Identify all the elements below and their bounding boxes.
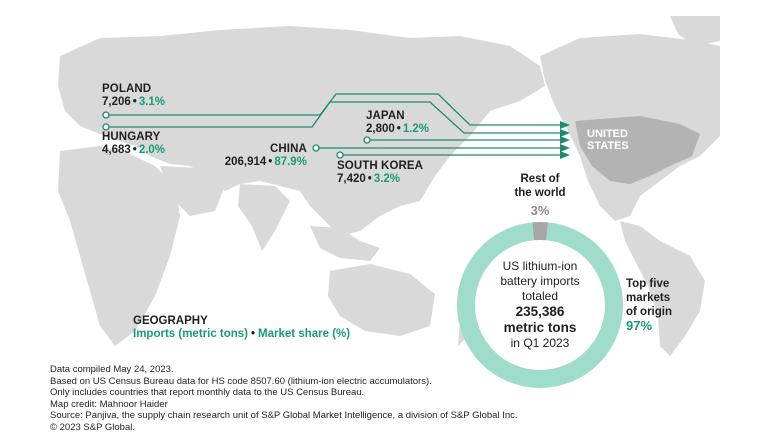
share-value-japan: 1.2% [402,123,430,135]
donut-line1: US lithium-ion [502,259,578,273]
top-five-pct: 97% [626,318,653,333]
footnote-scope: Only includes countries that report mont… [50,387,365,399]
legend-subtitle: Imports (metric tons) • Market share (%) [133,328,350,341]
country-name-south-korea: SOUTH KOREA [337,160,424,172]
arrowhead-south-korea [560,151,570,159]
flow-arrowheads [560,121,570,159]
separator-dot: • [251,328,256,340]
country-stats-poland: 7,206 • 3.1% [102,96,165,109]
origin-marker-japan [363,136,371,144]
imports-value-china: 206,914 [224,156,267,168]
eurasia-landmass [58,26,545,236]
south-america-landmass [620,221,705,356]
separator-dot: • [132,144,137,156]
footnotes: Data compiled May 24, 2023. Based on US … [50,364,518,434]
donut-center-text: US lithium-ion battery imports totaled 2… [474,259,606,351]
world-map [40,16,720,366]
origin-marker-south-korea [336,151,344,159]
origin-marker-china [312,144,320,152]
country-stats-south-korea: 7,420 • 3.2% [337,173,423,186]
footnote-source: Source: Panjiva, the supply chain resear… [50,410,518,422]
country-stats-china: 206,914 • 87.9% [220,156,307,169]
country-stats-japan: 2,800 • 1.2% [366,123,429,136]
share-value-hungary: 2.0% [138,144,166,156]
origin-label-hungary: HUNGARY 4,683 • 2.0% [102,131,165,157]
world-map-svg [58,16,720,356]
separator-dot: • [367,173,372,185]
map-legend: GEOGRAPHY Imports (metric tons) • Market s… [133,315,350,341]
japan-landmass [378,128,398,166]
rest-label-line2: the world [514,187,566,199]
arrowhead-japan [560,136,570,144]
imports-value-hungary: 4,683 [102,144,131,156]
donut-segment-top-five [457,222,623,388]
origin-label-poland: POLAND 7,206 • 3.1% [102,83,165,109]
arrowhead-poland [560,121,570,129]
legend-imports-label: Imports (metric tons) [133,328,249,340]
top-label-line3: of origin [626,306,672,318]
donut-period: in Q1 2023 [510,336,570,350]
rest-of-world-pct: 3% [530,203,550,218]
rest-of-world-label: Rest of the world 3% [500,172,580,218]
united-states-landmass [575,116,700,184]
share-value-poland: 3.1% [138,96,166,108]
share-value-china: 87.9% [274,156,307,168]
country-name-japan: JAPAN [366,110,405,122]
africa-landmass [58,146,180,346]
rest-label-line1: Rest of [520,173,560,185]
donut-total-value: 235,386 [515,304,565,319]
origin-label-japan: JAPAN 2,800 • 1.2% [366,110,429,136]
united-states-label-line1: UNITED [587,128,628,140]
country-name-china: CHINA [270,143,307,155]
donut-line3: totaled [521,289,559,303]
southeast-asia-islands [310,226,380,261]
top-label-line1: Top five [626,278,670,290]
legend-title: GEOGRAPHY [133,315,208,327]
separator-dot: • [132,96,137,108]
origin-marker-hungary [102,123,110,131]
origin-markers [102,111,371,159]
flow-line-poland [106,93,560,126]
separator-dot: • [396,123,401,135]
flow-line-hungary [106,101,560,134]
footnote-hs-code: Based on US Census Bureau data for HS co… [50,375,432,387]
imports-value-japan: 2,800 [366,123,395,135]
united-states-label: UNITED STATES [587,128,629,152]
top-five-label: Top five markets of origin 97% [626,277,672,333]
greenland-landmass [670,16,720,46]
origin-label-china: CHINA 206,914 • 87.9% [220,143,307,169]
arrowhead-china [560,144,570,152]
imports-value-poland: 7,206 [102,96,131,108]
imports-value-south-korea: 7,420 [337,173,366,185]
legend-share-label: Market share (%) [258,328,351,340]
donut-segment-rest-of-world [457,222,623,388]
country-name-hungary: HUNGARY [102,131,161,143]
top-label-line2: markets [626,292,671,304]
donut-line2: battery imports [500,274,580,288]
footnote-map-credit: Map credit: Mahnoor Haider [50,398,168,410]
arabia-landmass [160,166,225,216]
footnote-date: Data compiled May 24, 2023. [50,364,174,375]
australia-landmass [328,264,435,336]
india-landmass [238,184,290,251]
share-value-south-korea: 3.2% [373,173,401,185]
flow-lines [106,93,560,156]
united-states-label-line2: STATES [587,140,629,152]
footnote-copyright: © 2023 S&P Global. [50,421,135,433]
arrowhead-hungary [560,129,570,137]
origin-share-donut [457,222,623,388]
donut-total-unit: metric tons [503,320,577,335]
separator-dot: • [268,156,273,168]
country-stats-hungary: 4,683 • 2.0% [102,144,165,157]
origin-label-south-korea: SOUTH KOREA 7,420 • 3.2% [337,160,423,186]
origin-marker-poland [102,111,110,119]
country-name-poland: POLAND [102,83,152,95]
